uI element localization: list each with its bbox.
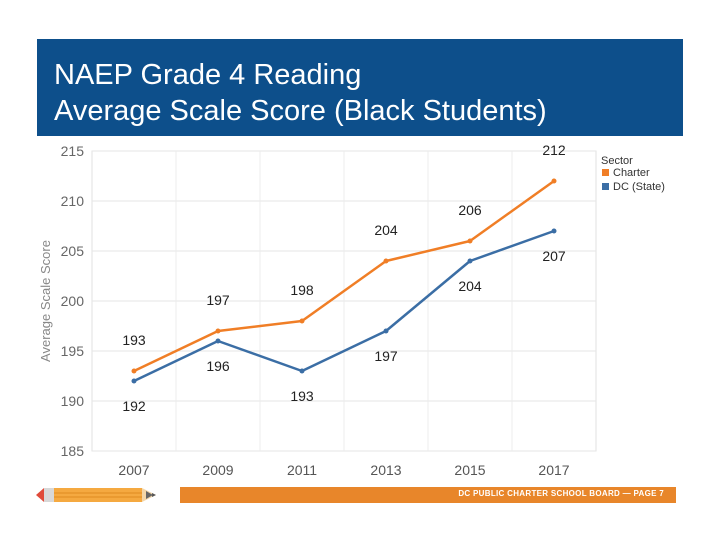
footer-text: DC PUBLIC CHARTER SCHOOL BOARD — PAGE 7 [458,489,664,498]
data-point [215,338,221,344]
data-label: 204 [458,278,482,294]
data-label: 197 [374,348,398,364]
data-label: 197 [206,292,230,308]
x-tick-label: 2011 [287,462,317,478]
data-label: 204 [374,222,398,238]
chart-title-line1: NAEP Grade 4 Reading [54,59,362,91]
y-tick-label: 190 [61,393,85,409]
data-label: 193 [290,388,314,404]
y-tick-label: 200 [61,293,85,309]
data-point [299,318,305,324]
data-point [299,368,305,374]
chart-title-line2: Average Scale Score (Black Students) [54,95,547,127]
x-tick-label: 2007 [118,462,149,478]
series-line-charter [133,179,555,373]
y-axis-title: Average Scale Score [38,240,53,362]
y-tick-label: 215 [61,143,85,159]
data-point [131,378,137,384]
data-point [131,368,137,374]
y-tick-label: 185 [61,443,85,459]
data-label: 207 [542,248,566,264]
x-tick-label: 2015 [454,462,485,478]
data-point [383,258,389,264]
line-chart: 185 190 195 200 205 210 215 2007 2009 2011 2013 201… [38,142,665,478]
x-tick-label: 2017 [538,462,569,478]
y-tick-label: 205 [61,243,85,259]
data-label: 192 [122,398,146,414]
title-banner: NAEP Grade 4 Reading Average Scale Score… [37,39,683,136]
legend-swatch [602,169,609,176]
series-line-dc-state- [133,229,555,383]
data-label: 198 [290,282,314,298]
y-tick-label: 210 [61,193,85,209]
legend-label: Charter [613,167,650,179]
data-point [551,178,557,184]
y-tick-label: 195 [61,343,85,359]
data-point [551,228,557,234]
data-point [467,238,473,244]
x-tick-label: 2009 [202,462,233,478]
footer-bar: DC PUBLIC CHARTER SCHOOL BOARD — PAGE 7 [180,487,676,503]
arrow-icon [146,491,153,499]
data-label: 212 [542,142,566,158]
legend-label: DC (State) [613,181,665,193]
legend-swatch [602,183,609,190]
data-label: 206 [458,202,482,218]
data-label: 193 [122,332,146,348]
x-tick-label: 2013 [370,462,401,478]
data-label: 196 [206,358,230,374]
legend-title: Sector [601,155,633,167]
data-point [467,258,473,264]
data-point [383,328,389,334]
data-point [215,328,221,334]
pencil-icon [36,488,156,502]
